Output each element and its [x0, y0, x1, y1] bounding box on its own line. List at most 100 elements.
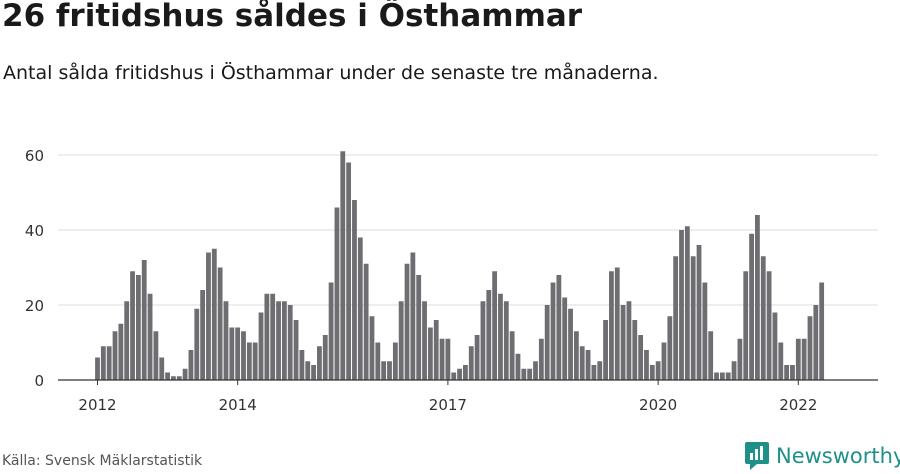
bar: [206, 252, 211, 380]
y-tick-label: 40: [25, 222, 44, 240]
y-tick-label: 20: [25, 297, 44, 315]
bar: [124, 301, 130, 380]
bar: [264, 293, 270, 380]
bar: [363, 263, 369, 380]
bar: [737, 338, 743, 380]
bar: [387, 361, 392, 380]
bar: [176, 376, 182, 380]
bar: [573, 331, 579, 380]
bar: [661, 342, 667, 380]
bar: [544, 305, 550, 380]
bar: [188, 350, 194, 380]
bar: [603, 320, 608, 380]
bar: [696, 245, 702, 380]
bar: [755, 215, 760, 380]
bar: [585, 350, 591, 380]
bar: [784, 365, 790, 380]
bar: [235, 327, 241, 380]
bar: [655, 361, 661, 380]
bar: [813, 305, 819, 380]
bar: [241, 331, 246, 380]
bar: [719, 372, 725, 380]
bar: [153, 331, 159, 380]
bar: [772, 312, 778, 380]
newsworthy-logo-icon: [745, 442, 769, 470]
bar: [614, 267, 620, 380]
bar: [568, 308, 573, 380]
bar: [649, 365, 655, 380]
bar: [725, 372, 731, 380]
bar: [130, 271, 135, 380]
bar: [381, 361, 387, 380]
bar: [422, 301, 427, 380]
y-axis-ticks: 0 20 40 60: [25, 147, 44, 390]
bar: [246, 342, 252, 380]
bar: [667, 316, 673, 380]
x-tick-label: 2014: [219, 396, 257, 414]
brand-name: Newsworthy: [776, 444, 900, 468]
bar: [211, 248, 217, 380]
bar: [743, 271, 749, 380]
bar: [159, 357, 165, 380]
source-note: Källa: Svensk Mäklarstatistik: [2, 453, 203, 469]
bar: [311, 365, 316, 380]
bar: [521, 368, 527, 380]
bar: [194, 308, 200, 380]
bar: [515, 353, 521, 380]
highlight-value-label: 26: [823, 0, 843, 4]
bar: [690, 256, 696, 380]
bar: [147, 293, 153, 380]
x-axis-ticks: 2012 2014 2017 2020 2022: [78, 380, 817, 414]
bar: [807, 316, 813, 380]
bar: [229, 327, 235, 380]
bar: [252, 342, 258, 380]
x-tick-label: 2020: [639, 396, 677, 414]
bar: [562, 297, 568, 380]
bar: [503, 301, 509, 380]
bar: [766, 271, 772, 380]
bar: [550, 282, 556, 380]
bar: [328, 282, 334, 380]
brand-logo: Newsworthy: [744, 441, 900, 471]
bar: [439, 338, 445, 380]
bar: [270, 293, 276, 380]
bar: [749, 233, 754, 380]
bar: [445, 338, 451, 380]
bar: [527, 368, 533, 380]
bar: [369, 316, 375, 380]
bar: [112, 331, 118, 380]
chart-subtitle: Antal sålda fritidshus i Östhammar under…: [3, 62, 659, 84]
x-tick-label: 2022: [779, 396, 817, 414]
x-tick-label: 2017: [429, 396, 467, 414]
bar: [684, 226, 690, 380]
bar: [340, 151, 346, 380]
chart-title: 26 fritidshus såldes i Östhammar: [2, 0, 583, 34]
bar: [492, 271, 498, 380]
bar: [591, 365, 597, 380]
bar: [509, 331, 515, 380]
bar: [305, 361, 311, 380]
bar: [217, 267, 223, 380]
bar: [135, 275, 141, 380]
bar: [276, 301, 281, 380]
bar: [317, 346, 322, 380]
bar: [357, 237, 363, 380]
y-tick-label: 0: [34, 372, 44, 390]
bar: [538, 338, 544, 380]
bar: [673, 256, 679, 380]
bar: [632, 320, 638, 380]
bar: [404, 263, 410, 380]
bar: [609, 271, 614, 380]
bar: [223, 301, 229, 380]
bar: [352, 200, 357, 380]
bar: [258, 312, 264, 380]
bar: [118, 323, 124, 380]
bar: [410, 252, 416, 380]
bar: [281, 301, 287, 380]
bar: [714, 372, 719, 380]
bar: [346, 162, 352, 380]
bar: [171, 376, 176, 380]
bar: [556, 275, 562, 380]
bar: [398, 301, 404, 380]
bars: [95, 151, 825, 380]
